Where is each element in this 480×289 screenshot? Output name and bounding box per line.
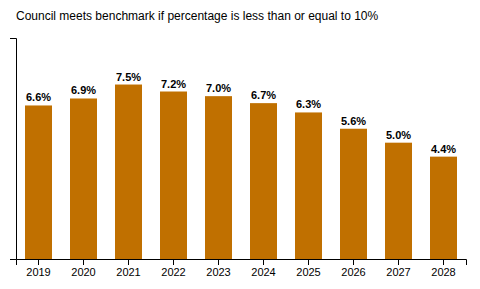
data-label: 7.0% <box>206 82 231 94</box>
x-tick-label: 2023 <box>206 266 230 278</box>
bar <box>295 112 322 259</box>
x-tick-label: 2019 <box>26 266 50 278</box>
x-tick-mark <box>443 259 444 265</box>
y-axis <box>10 39 17 260</box>
chart-container: 6.6% 6.9% 7.5% 7.2% 7.0% 6.7% 6.3% 5.6% 5.0% 4.4%… <box>0 0 480 289</box>
x-tick-mark <box>353 259 354 265</box>
data-label: 5.0% <box>386 129 411 141</box>
x-tick: 2021 <box>116 259 140 278</box>
x-tick-label: 2025 <box>296 266 320 278</box>
data-label: 6.3% <box>296 98 321 110</box>
x-tick-label: 2028 <box>431 266 455 278</box>
data-label: 6.7% <box>251 89 276 101</box>
bar <box>160 92 187 259</box>
data-label: 4.4% <box>431 143 456 155</box>
bar <box>250 103 277 259</box>
x-tick-mark <box>263 259 264 265</box>
data-label: 7.2% <box>161 78 186 90</box>
x-tick: 2028 <box>431 259 455 278</box>
x-tick-mark <box>218 259 219 265</box>
x-tick-label: 2026 <box>341 266 365 278</box>
x-tick: 2026 <box>341 259 365 278</box>
bar <box>205 96 232 259</box>
data-label: 6.6% <box>26 91 51 103</box>
data-labels: 6.6% 6.9% 7.5% 7.2% 7.0% 6.7% 6.3% 5.6% 5.0% 4.4% <box>26 71 456 155</box>
x-tick: 2019 <box>26 259 50 278</box>
x-tick-mark <box>128 259 129 265</box>
x-tick-label: 2024 <box>251 266 275 278</box>
x-tick-label: 2020 <box>71 266 95 278</box>
bar <box>385 143 412 259</box>
x-tick: 2025 <box>296 259 320 278</box>
bar <box>25 105 52 259</box>
x-tick-mark <box>83 259 84 265</box>
x-tick-mark <box>308 259 309 265</box>
x-tick-mark <box>398 259 399 265</box>
x-tick-label: 2027 <box>386 266 410 278</box>
x-axis: 2019 2020 2021 2022 2023 2024 2025 2026 2027 2028 <box>17 259 467 278</box>
x-axis-line <box>17 260 467 266</box>
bar <box>70 98 97 259</box>
data-label: 6.9% <box>71 84 96 96</box>
chart-svg: 6.6% 6.9% 7.5% 7.2% 7.0% 6.7% 6.3% 5.6% 5.0% 4.4%… <box>0 0 480 289</box>
x-tick-label: 2021 <box>116 266 140 278</box>
x-tick: 2023 <box>206 259 230 278</box>
x-tick: 2022 <box>161 259 185 278</box>
data-label: 5.6% <box>341 115 366 127</box>
x-tick-label: 2022 <box>161 266 185 278</box>
y-axis-line <box>10 39 17 260</box>
chart-title: Council meets benchmark if percentage is… <box>16 9 379 23</box>
x-tick-mark <box>38 259 39 265</box>
bar <box>115 85 142 259</box>
plot-area <box>25 85 457 259</box>
bar <box>340 129 367 259</box>
x-tick: 2024 <box>251 259 275 278</box>
x-tick: 2027 <box>386 259 410 278</box>
x-tick-mark <box>173 259 174 265</box>
data-label: 7.5% <box>116 71 141 83</box>
bar <box>430 157 457 259</box>
x-tick: 2020 <box>71 259 95 278</box>
